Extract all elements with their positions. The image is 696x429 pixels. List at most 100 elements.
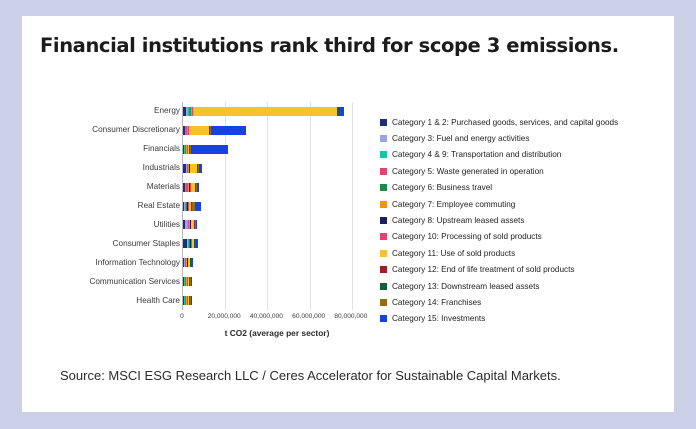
bar-segment: [194, 239, 196, 249]
bar-energy[interactable]: [183, 106, 345, 116]
legend-item-10[interactable]: Category 12: End of life treatment of so…: [380, 262, 670, 278]
bar-segment: [189, 277, 190, 287]
bar-segment: [186, 296, 187, 306]
bar-segment: [188, 182, 190, 192]
bar-segment: [338, 106, 340, 116]
legend-item-4[interactable]: Category 5: Waste generated in operation: [380, 163, 670, 179]
legend-item-9[interactable]: Category 11: Use of sold products: [380, 245, 670, 261]
bar-segment: [185, 106, 188, 116]
chart-plot-region: Energy Consumer Discretionary Financials In…: [22, 102, 422, 352]
bar-segment: [191, 220, 194, 230]
bar-segment: [186, 125, 187, 135]
bar-utilities[interactable]: [183, 220, 198, 230]
legend-label: Category 12: End of life treatment of so…: [392, 265, 575, 275]
bar-segment: [191, 182, 196, 192]
y-axis-label-consumer-staples: Consumer Staples: [112, 238, 180, 248]
x-axis-tick: 80,000,000: [334, 313, 368, 320]
bar-segment: [337, 106, 339, 116]
bar-segment: [187, 277, 188, 287]
bar-segment: [189, 182, 192, 192]
bar-segment: [190, 144, 192, 154]
bar-segment: [188, 144, 190, 154]
bar-real-estate[interactable]: [183, 201, 201, 211]
legend-item-12[interactable]: Category 14: Franchises: [380, 294, 670, 310]
bar-segment: [188, 296, 190, 306]
bar-segment: [186, 163, 188, 173]
bar-segment: [186, 277, 187, 287]
bar-segment: [192, 106, 338, 116]
bar-segment: [185, 277, 186, 287]
bar-segment: [186, 125, 188, 135]
legend-label: Category 11: Use of sold products: [392, 248, 516, 258]
bar-consumer-discretionary[interactable]: [183, 125, 246, 135]
legend-swatch-icon: [380, 249, 387, 257]
bar-segment: [186, 201, 188, 211]
bar-information-technology[interactable]: [183, 258, 193, 268]
bar-segment: [190, 277, 191, 287]
bar-segment: [189, 144, 191, 154]
bar-segment: [190, 277, 192, 287]
bar-segment: [193, 220, 195, 230]
bar-segment: [210, 125, 211, 135]
legend-swatch-icon: [380, 167, 387, 175]
bar-segment: [190, 296, 192, 306]
legend-item-5[interactable]: Category 6: Business travel: [380, 180, 670, 196]
legend-item-11[interactable]: Category 13: Downstream leased assets: [380, 278, 670, 294]
gridline: [267, 102, 269, 310]
bar-industrials[interactable]: [183, 163, 202, 173]
bar-segment: [183, 277, 184, 287]
bar-segment: [184, 201, 186, 211]
legend-swatch-icon: [380, 118, 387, 126]
bar-segment: [194, 239, 195, 249]
bar-segment: [190, 296, 191, 306]
legend-item-2[interactable]: Category 3: Fuel and energy activities: [380, 130, 670, 146]
x-axis-tick-labels: 0 20,000,000 40,000,000 60,000,000 80,000,00…: [142, 313, 422, 327]
bar-segment: [187, 220, 189, 230]
bar-segment: [194, 201, 201, 211]
bar-segment: [190, 220, 191, 230]
bar-segment: [187, 125, 189, 135]
bar-segment: [183, 296, 184, 306]
bar-financials[interactable]: [183, 144, 228, 154]
bar-segment: [189, 296, 191, 306]
bar-segment: [187, 125, 188, 135]
bar-segment: [188, 163, 190, 173]
bar-segment: [190, 239, 192, 249]
bar-segment: [197, 182, 199, 192]
bar-segment: [189, 163, 191, 173]
bar-segment: [188, 277, 190, 287]
bar-segment: [183, 182, 185, 192]
y-axis-labels: Energy Consumer Discretionary Financials In…: [22, 102, 180, 310]
bar-segment: [197, 163, 199, 173]
page-title: Financial institutions rank third for sc…: [40, 34, 619, 57]
bar-communication-services[interactable]: [183, 277, 192, 287]
y-axis-label-materials: Materials: [146, 182, 180, 192]
bar-consumer-staples[interactable]: [183, 239, 199, 249]
bar-segment: [337, 106, 338, 116]
bar-segment: [183, 258, 185, 268]
bar-segment: [209, 125, 210, 135]
bar-materials[interactable]: [183, 182, 199, 192]
bar-segment: [188, 163, 189, 173]
bar-segment: [185, 296, 187, 306]
legend-item-8[interactable]: Category 10: Processing of sold products: [380, 229, 670, 245]
legend-item-6[interactable]: Category 7: Employee commuting: [380, 196, 670, 212]
legend-item-1[interactable]: Category 1 & 2: Purchased goods, service…: [380, 114, 670, 130]
legend-label: Category 3: Fuel and energy activities: [392, 134, 530, 144]
legend-item-3[interactable]: Category 4 & 9: Transportation and distr…: [380, 147, 670, 163]
legend-item-7[interactable]: Category 8: Upstream leased assets: [380, 212, 670, 228]
legend-swatch-icon: [380, 315, 387, 323]
legend-label: Category 4 & 9: Transportation and distr…: [392, 150, 562, 160]
bar-segment: [210, 125, 246, 135]
legend-swatch-icon: [380, 184, 387, 192]
bar-segment: [191, 258, 193, 268]
legend-item-13[interactable]: Category 15: Investments: [380, 311, 670, 327]
bar-segment: [186, 182, 188, 192]
bar-segment: [187, 239, 189, 249]
bar-segment: [187, 182, 189, 192]
bar-segment: [185, 258, 186, 268]
bar-segment: [186, 258, 188, 268]
bar-health-care[interactable]: [183, 296, 192, 306]
bar-segment: [185, 163, 187, 173]
bar-segment: [186, 144, 187, 154]
